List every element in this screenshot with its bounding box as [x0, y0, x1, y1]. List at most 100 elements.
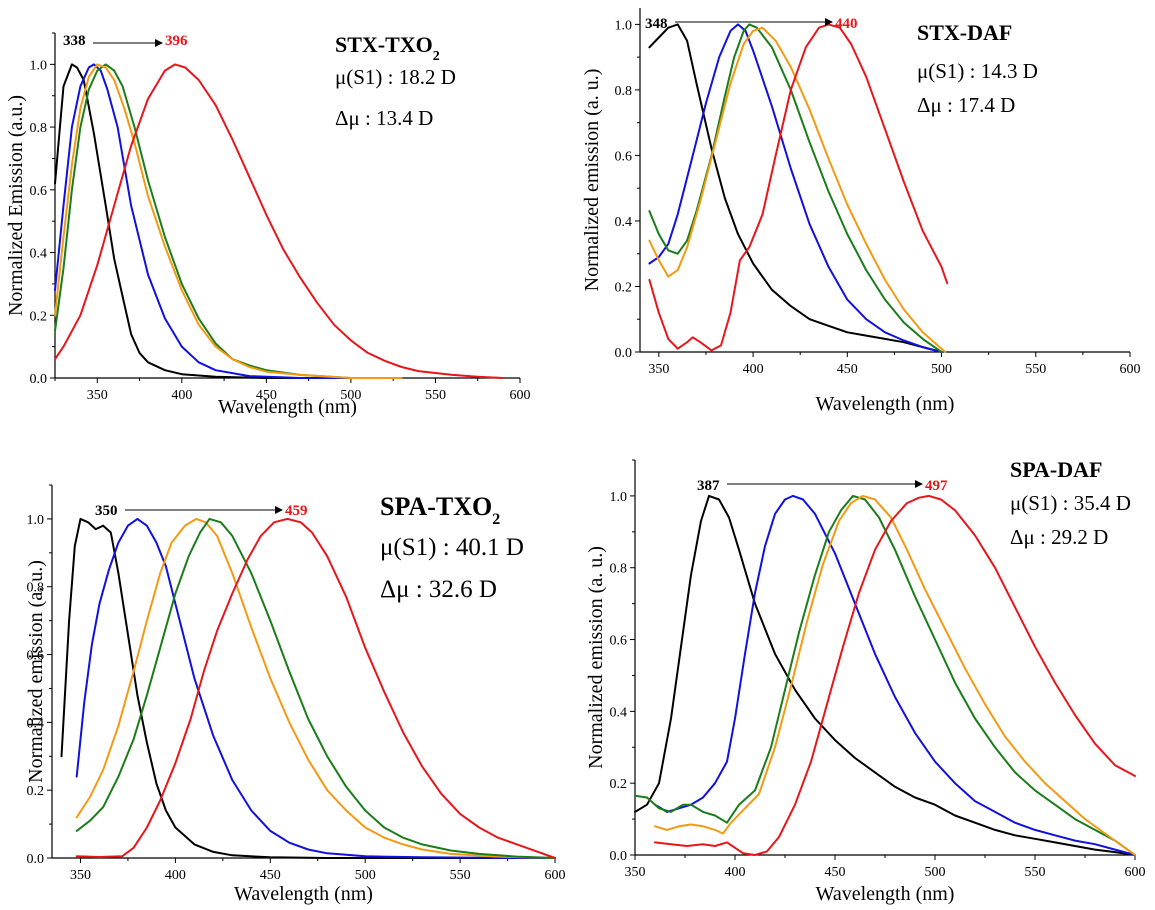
y-tick-label: 0.4 [30, 247, 48, 262]
dipole-s1-label: μ(S1) : 40.1 D [380, 534, 524, 561]
series-line-blue [654, 494, 1136, 856]
y-tick-label: 0.2 [615, 280, 633, 295]
x-tick-label: 550 [450, 868, 471, 883]
series-line-green [648, 23, 943, 353]
y-tick-label: 1.0 [30, 58, 48, 73]
x-tick-label: 400 [171, 388, 192, 403]
dipole-change-label: Δμ : 17.4 D [917, 93, 1015, 117]
y-tick-label: 0.6 [610, 634, 628, 649]
series-line-red [648, 23, 949, 352]
x-tick-label: 550 [425, 388, 446, 403]
panel-title-subscript: 2 [492, 511, 500, 528]
dipole-change-label: Δμ : 29.2 D [1010, 525, 1108, 549]
shift-arrow-head [275, 506, 283, 514]
panel-title: STX-TXO2 [335, 32, 440, 64]
x-tick-label: 350 [648, 362, 669, 377]
y-tick-label: 0.8 [27, 581, 45, 596]
peak-end-label: 396 [165, 33, 188, 49]
series-line-orange [54, 63, 403, 379]
y-tick-label: 0.6 [27, 649, 45, 664]
x-tick-label: 500 [931, 362, 952, 377]
x-tick-label: 450 [260, 868, 281, 883]
y-tick-label: 0.0 [27, 852, 45, 867]
panel-title: SPA-TXO2 [380, 492, 500, 528]
peak-end-label: 440 [835, 16, 858, 32]
y-tick-label: 0.2 [27, 784, 45, 799]
series-line-red [54, 63, 505, 379]
y-axis-label: Normalized Emission (a.u.) [5, 95, 27, 316]
x-tick-label: 350 [625, 865, 646, 880]
series-line-green [634, 494, 1136, 856]
panel-stx-txo2: 350 400 450 500 550 600 0.0 0.2 0.4 0.6 0.8 1.0 Wave… [5, 32, 531, 418]
dipole-s1-label: μ(S1) : 14.3 D [917, 59, 1038, 83]
series-line-black [60, 517, 556, 859]
series-line-green [75, 517, 556, 859]
series-line-orange [75, 517, 556, 859]
x-tick-label: 600 [1120, 362, 1141, 377]
series-line-orange [654, 494, 1136, 856]
shift-arrow-head [155, 39, 163, 47]
x-axis-label: Wavelength (nm) [234, 883, 373, 905]
y-axis-label: Normalized emission (a. u.) [581, 69, 603, 292]
y-axis-label: Normalized emission (a. u.) [585, 546, 607, 769]
x-tick-label: 550 [1025, 865, 1046, 880]
y-tick-label: 0.8 [615, 84, 633, 99]
y-tick-label: 0.4 [610, 705, 628, 720]
x-tick-label: 600 [545, 868, 566, 883]
y-tick-label: 0.4 [615, 215, 633, 230]
series-line-orange [648, 26, 947, 353]
panel-title-subscript: 2 [433, 49, 440, 64]
dipole-s1-label: μ(S1) : 35.4 D [1010, 491, 1131, 515]
peak-end-label: 497 [925, 478, 948, 494]
x-tick-label: 500 [355, 868, 376, 883]
y-tick-label: 1.0 [615, 18, 633, 33]
series-line-green [54, 63, 403, 379]
peak-start-label: 387 [697, 478, 720, 494]
peak-end-label: 459 [285, 503, 308, 519]
y-tick-label: 0.2 [610, 777, 628, 792]
x-tick-label: 550 [1025, 362, 1046, 377]
series-line-black [634, 494, 1136, 856]
shift-arrow-head [915, 480, 923, 488]
series-line-black [54, 63, 352, 379]
x-tick-label: 500 [925, 865, 946, 880]
series-line-red [75, 517, 556, 859]
series-line-blue [648, 23, 943, 353]
dipole-change-label: Δμ : 32.6 D [380, 576, 497, 603]
x-axis-label: Wavelength (nm) [816, 393, 955, 415]
x-tick-label: 400 [165, 868, 186, 883]
y-tick-label: 0.0 [610, 849, 628, 864]
x-tick-label: 450 [837, 362, 858, 377]
x-axis-label: Wavelength (nm) [816, 883, 955, 905]
y-tick-label: 0.4 [27, 716, 45, 731]
y-tick-label: 0.8 [30, 121, 48, 136]
x-tick-label: 600 [510, 388, 531, 403]
panel-spa-txo2: 350 400 450 500 550 600 0.0 0.2 0.4 0.6 0.8 1.0 Wave… [25, 484, 566, 905]
panel-title: STX-DAF [917, 20, 1012, 45]
x-tick-label: 400 [725, 865, 746, 880]
x-tick-label: 500 [340, 388, 361, 403]
y-tick-label: 0.6 [30, 184, 48, 199]
dipole-s1-label: μ(S1) : 18.2 D [335, 65, 456, 89]
series-line-blue [75, 517, 556, 859]
peak-start-label: 350 [95, 503, 118, 519]
peak-start-label: 348 [645, 16, 668, 32]
y-tick-label: 1.0 [27, 513, 45, 528]
y-tick-label: 1.0 [610, 490, 628, 505]
x-tick-label: 600 [1125, 865, 1146, 880]
dipole-change-label: Δμ : 13.4 D [335, 106, 433, 130]
y-tick-label: 0.0 [30, 372, 48, 387]
series-line-red [654, 494, 1136, 856]
peak-start-label: 338 [63, 33, 86, 49]
x-tick-label: 450 [825, 865, 846, 880]
panel-stx-daf: 350 400 450 500 550 600 0.0 0.2 0.4 0.6 0.8 1.0 Wave… [581, 8, 1141, 415]
y-tick-label: 0.6 [615, 149, 633, 164]
x-tick-label: 350 [70, 868, 91, 883]
y-tick-label: 0.0 [615, 346, 633, 361]
x-tick-label: 450 [256, 388, 277, 403]
y-axis-label: Normalized emission (a. u.) [25, 560, 47, 783]
x-axis-label: Wavelength (nm) [218, 396, 357, 418]
shift-arrow-head [825, 18, 833, 26]
y-tick-label: 0.2 [30, 309, 48, 324]
